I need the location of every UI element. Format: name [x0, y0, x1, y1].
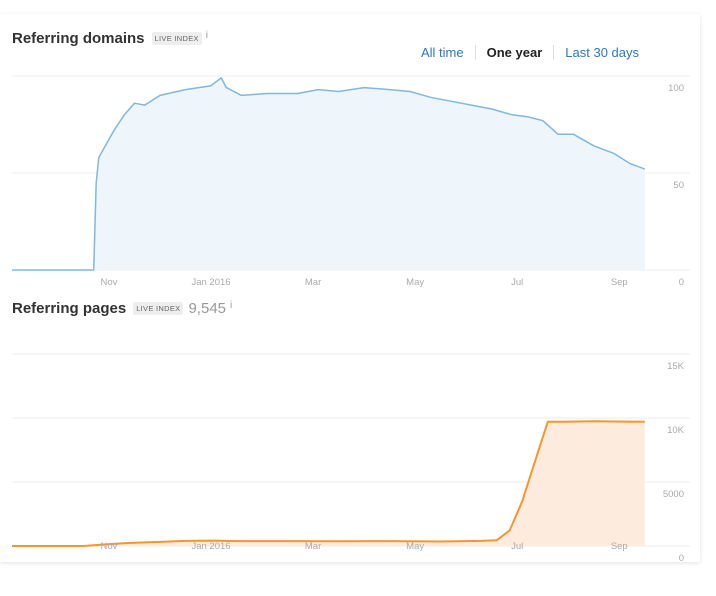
pages-series-line: [12, 420, 645, 547]
referring-pages-count: 9,545: [188, 300, 227, 317]
referring-domains-chart: 100 50 0 Nov Jan 2016 Mar May Jul Sep: [12, 75, 690, 288]
time-range-selector: All time One year Last 30 days: [410, 45, 650, 60]
y-tick-label: 5000: [663, 489, 684, 500]
x-tick-label: May: [406, 541, 424, 552]
y-tick-label: 15K: [667, 361, 685, 372]
x-tick-label: Mar: [305, 541, 321, 552]
x-tick-label: Nov: [101, 541, 118, 552]
x-tick-label: Jan 2016: [191, 277, 230, 288]
info-icon[interactable]: i: [230, 300, 233, 311]
backlinks-card: Referring domains LIVE INDEX i All time …: [0, 14, 700, 562]
y-tick-label: 10K: [667, 425, 685, 436]
live-index-badge: LIVE INDEX: [133, 302, 184, 315]
x-tick-label: Sep: [611, 277, 628, 288]
info-icon[interactable]: i: [205, 30, 209, 41]
range-divider: [553, 45, 555, 60]
x-tick-label: Jul: [511, 541, 523, 552]
x-tick-label: Jan 2016: [191, 541, 230, 552]
referring-pages-title: Referring pages: [12, 300, 127, 317]
referring-domains-title: Referring domains: [12, 30, 145, 47]
live-index-badge: LIVE INDEX: [151, 32, 202, 45]
referring-pages-header: Referring pages LIVE INDEX 9,545 i: [12, 300, 232, 317]
y-tick-label: 50: [673, 180, 684, 191]
y-tick-label: 0: [679, 553, 684, 562]
y-tick-label: 100: [668, 83, 684, 94]
range-all-time[interactable]: All time: [421, 45, 464, 60]
range-one-year[interactable]: One year: [486, 45, 543, 60]
range-last-30-days[interactable]: Last 30 days: [565, 45, 639, 60]
domains-area-fill: [12, 77, 645, 271]
x-tick-label: Jul: [511, 277, 523, 288]
referring-domains-header: Referring domains LIVE INDEX i: [12, 30, 208, 47]
x-tick-label: Nov: [101, 277, 118, 288]
x-tick-label: Sep: [611, 541, 628, 552]
range-divider: [474, 45, 476, 60]
referring-pages-chart: 15K 10K 5000 0 Nov Jan 2016 Mar May Jul Sep: [12, 353, 690, 562]
domains-series-line: [12, 77, 646, 271]
pages-area-fill: [12, 421, 645, 546]
x-tick-label: May: [406, 277, 424, 288]
x-tick-label: Mar: [305, 277, 321, 288]
y-tick-label: 0: [679, 277, 684, 288]
